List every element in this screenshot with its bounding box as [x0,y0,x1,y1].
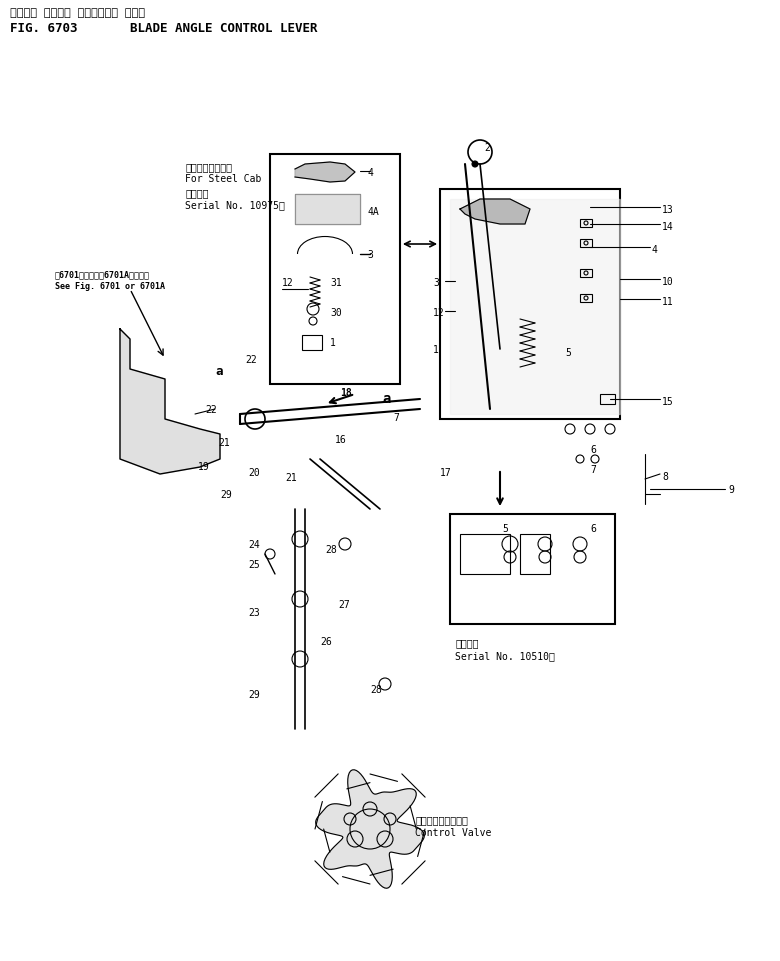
Bar [580,239,592,248]
Bar [460,534,510,575]
Text: 2: 2 [484,143,490,153]
Polygon shape [295,195,360,225]
Text: 7: 7 [393,412,399,423]
Text: 8: 8 [662,472,668,481]
Text: 26: 26 [320,636,331,647]
Text: a: a [215,364,222,378]
Text: 14: 14 [662,222,674,232]
Polygon shape [120,330,220,475]
Text: 6: 6 [590,524,596,533]
Bar [580,220,592,228]
Bar [270,155,400,384]
Text: 12: 12 [433,308,445,318]
Text: 30: 30 [330,308,342,318]
Text: 17: 17 [440,467,452,478]
Text: コントロールバルブ: コントロールバルブ [415,814,468,825]
Bar [295,195,360,225]
Text: 28: 28 [325,545,337,554]
Text: 20: 20 [248,467,260,478]
Text: 5: 5 [502,524,508,533]
Text: 19: 19 [198,461,210,472]
Text: 29: 29 [220,489,232,500]
Text: 22: 22 [205,405,217,414]
Text: 15: 15 [662,397,674,407]
Polygon shape [316,770,424,888]
Text: 21: 21 [285,473,296,482]
Text: 5: 5 [565,348,571,357]
Text: 第6701図または第6701A図参照．: 第6701図または第6701A図参照． [55,270,150,279]
Bar [520,534,550,575]
Text: 18: 18 [340,387,352,398]
Text: 9: 9 [728,484,734,495]
Text: a: a [382,391,390,406]
Text: 3: 3 [367,250,373,259]
Text: 1: 1 [330,337,336,348]
Text: See Fig. 6701 or 6701A: See Fig. 6701 or 6701A [55,282,165,290]
Text: 適用号機: 適用号機 [185,187,208,198]
Polygon shape [450,200,620,414]
Text: For Steel Cab: For Steel Cab [185,174,261,184]
Text: 28: 28 [370,684,381,694]
Bar [580,270,592,278]
Text: BLADE ANGLE CONTROL LEVER: BLADE ANGLE CONTROL LEVER [130,22,317,35]
Bar [450,514,615,625]
Text: スチールキャブ用: スチールキャブ用 [185,161,232,172]
Text: 6: 6 [590,445,596,455]
Text: 11: 11 [662,297,674,307]
Text: 27: 27 [338,600,349,609]
Text: Serial No. 10510～: Serial No. 10510～ [455,651,555,660]
Text: 7: 7 [590,464,596,475]
Text: 25: 25 [248,559,260,570]
Bar [580,295,592,303]
Text: 適用号機: 適用号機 [455,637,478,648]
Bar [600,395,615,405]
Text: 12: 12 [282,278,294,287]
Text: 3: 3 [433,278,439,287]
Text: 13: 13 [662,205,674,214]
Text: 31: 31 [330,278,342,287]
Polygon shape [295,162,355,183]
Text: 29: 29 [248,689,260,700]
Bar [302,335,322,351]
Text: 21: 21 [218,437,230,448]
Text: Serial No. 10975～: Serial No. 10975～ [185,200,285,209]
Text: 24: 24 [248,539,260,550]
Text: 16: 16 [335,434,347,445]
Text: 4: 4 [652,245,658,255]
Text: ブレード アングル コントロール レバー: ブレード アングル コントロール レバー [10,8,145,18]
Text: 4A: 4A [367,207,379,217]
Polygon shape [460,200,530,225]
Text: 1: 1 [433,345,439,355]
Text: Control Valve: Control Valve [415,827,491,837]
Text: 10: 10 [662,277,674,286]
Text: 4: 4 [367,168,373,178]
Circle shape [472,161,478,168]
Text: 23: 23 [248,607,260,617]
Text: FIG. 6703: FIG. 6703 [10,22,77,35]
Text: 22: 22 [245,355,257,364]
Bar [440,190,620,420]
